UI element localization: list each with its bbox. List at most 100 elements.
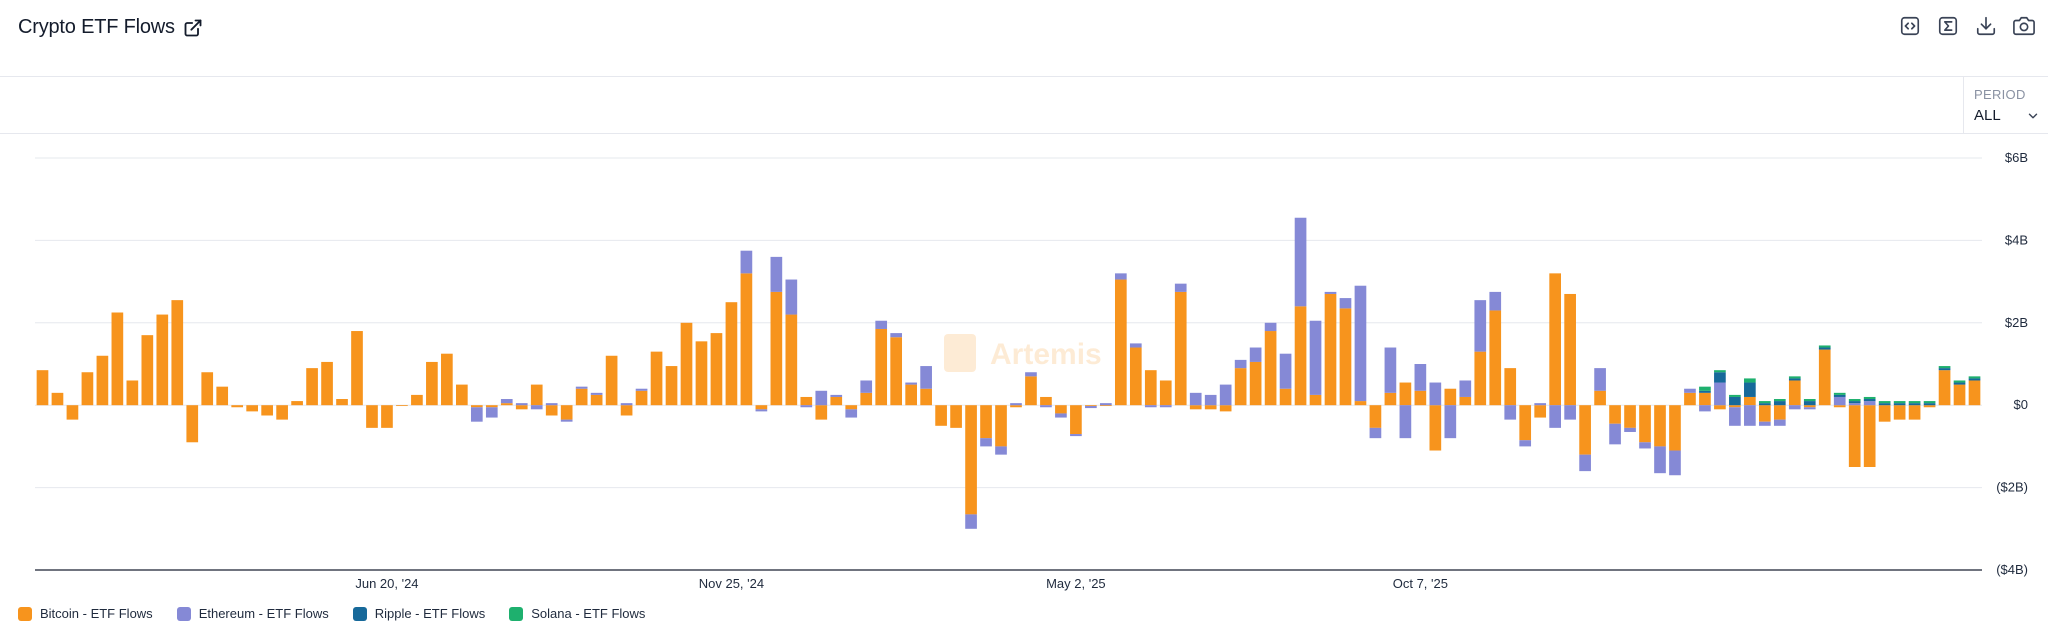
bar-solana (1908, 401, 1921, 404)
bar-bitcoin (1070, 405, 1082, 435)
bar-bitcoin (1309, 394, 1322, 406)
bar-bitcoin (665, 366, 678, 406)
legend-item-solana[interactable]: Solana - ETF Flows (509, 606, 645, 621)
bar-ripple (1773, 401, 1786, 406)
bar-ethereum (1549, 405, 1561, 428)
bar-bitcoin (545, 405, 558, 416)
legend-item-ethereum[interactable]: Ethereum - ETF Flows (176, 606, 329, 621)
bar-ethereum (1279, 353, 1292, 389)
bar-bitcoin (605, 355, 618, 406)
bar-ethereum (575, 386, 588, 389)
sigma-icon[interactable] (1936, 14, 1960, 38)
y-tick-label: ($2B) (1996, 480, 2028, 495)
legend-item-ripple[interactable]: Ripple - ETF Flows (352, 606, 486, 621)
legend-item-bitcoin[interactable]: Bitcoin - ETF Flows (18, 606, 153, 621)
bar-bitcoin (1189, 405, 1202, 410)
bar-ripple (1953, 382, 1966, 385)
watermark-text: Artemis (990, 338, 1102, 371)
bar-ripple (1923, 403, 1936, 406)
bar-ethereum (1055, 413, 1067, 418)
bar-solana (1968, 376, 1981, 379)
bar-bitcoin (1833, 405, 1846, 408)
y-tick-label: $0 (2014, 397, 2028, 412)
legend-label: Bitcoin - ETF Flows (40, 606, 153, 621)
bar-ethereum (770, 256, 783, 292)
bar-ethereum (1459, 380, 1472, 397)
bar-ethereum (1654, 446, 1666, 474)
y-axis-labels: $6B $4B $2B $0 ($2B) ($4B) (1996, 150, 2028, 577)
bar-ripple (1788, 378, 1801, 381)
period-value: ALL (1974, 107, 2001, 124)
bar-ethereum (830, 394, 843, 397)
bar-bitcoin (1085, 405, 1097, 407)
bar-bitcoin (515, 405, 528, 410)
bar-solana (1788, 376, 1801, 379)
bar-bitcoin (66, 405, 79, 420)
bar-solana (1878, 401, 1891, 404)
camera-icon[interactable] (2012, 14, 2036, 38)
bar-bitcoin (306, 368, 318, 406)
bar-bitcoin (366, 405, 378, 428)
bar-solana (1833, 392, 1846, 395)
bar-ripple (1699, 390, 1711, 393)
download-icon[interactable] (1974, 14, 1998, 38)
bar-ethereum (1714, 382, 1726, 406)
x-tick-label: Nov 25, '24 (699, 576, 764, 591)
bar-ethereum (800, 405, 813, 408)
bar-bitcoin (276, 405, 288, 420)
bar-bitcoin (950, 405, 962, 428)
bar-bitcoin (980, 405, 992, 439)
bar-ethereum (1384, 347, 1397, 393)
bar-bitcoin (1174, 291, 1187, 406)
bar-bitcoin (920, 388, 932, 406)
bar-ripple (1714, 372, 1726, 383)
bar-bitcoin (411, 394, 423, 406)
legend-swatch (509, 606, 524, 621)
bar-solana (1923, 401, 1936, 404)
bar-bitcoin (336, 399, 348, 406)
bar-bitcoin (770, 291, 783, 406)
bar-ethereum (1324, 291, 1337, 294)
x-tick-label: Oct 7, '25 (1393, 576, 1448, 591)
bar-ethereum (995, 446, 1007, 455)
legend-label: Ripple - ETF Flows (374, 606, 486, 621)
bar-bitcoin (1504, 368, 1517, 406)
bar-ethereum (1234, 359, 1247, 369)
bar-bitcoin (1878, 405, 1891, 422)
bar-ethereum (1369, 427, 1382, 439)
bar-bitcoin (396, 405, 408, 407)
bar-bitcoin (1908, 405, 1921, 420)
bar-bitcoin (1968, 380, 1981, 406)
bar-ethereum (1624, 427, 1636, 432)
external-link-icon[interactable] (183, 18, 203, 38)
bar-ethereum (1758, 421, 1771, 426)
artemis-logo-icon (944, 334, 976, 372)
bar-bitcoin (1848, 405, 1861, 467)
code-embed-icon[interactable] (1898, 14, 1922, 38)
bar-ethereum (890, 333, 903, 338)
bar-solana (1773, 399, 1786, 402)
bar-bitcoin (51, 392, 64, 406)
chart-legend: Bitcoin - ETF Flows Ethereum - ETF Flows R… (18, 606, 645, 621)
etf-flows-chart: Artemis $6B $4B $2B $0 ($2B) ($4B) Jun 20, '2… (35, 150, 2028, 591)
bar-bitcoin (1758, 405, 1771, 422)
bar-solana (1803, 399, 1816, 402)
bar-bitcoin (381, 405, 393, 428)
bar-ethereum (905, 382, 917, 385)
period-selector[interactable]: PERIOD ALL (1963, 77, 2048, 133)
bar-ethereum (1264, 322, 1277, 332)
bar-bitcoin (1234, 368, 1247, 406)
legend-swatch (352, 606, 367, 621)
bar-bitcoin (1384, 392, 1397, 406)
bar-bitcoin (1863, 405, 1876, 467)
bar-bitcoin (815, 405, 828, 420)
bar-ethereum (1144, 405, 1157, 408)
bar-bitcoin (485, 405, 498, 408)
bar-ethereum (1219, 384, 1232, 406)
bar-bitcoin (620, 405, 633, 416)
bar-ethereum (980, 438, 992, 447)
bar-bitcoin (1594, 390, 1606, 406)
bar-bitcoin (1803, 405, 1816, 408)
bar-bitcoin (1549, 273, 1561, 406)
bar-bitcoin (111, 312, 124, 406)
